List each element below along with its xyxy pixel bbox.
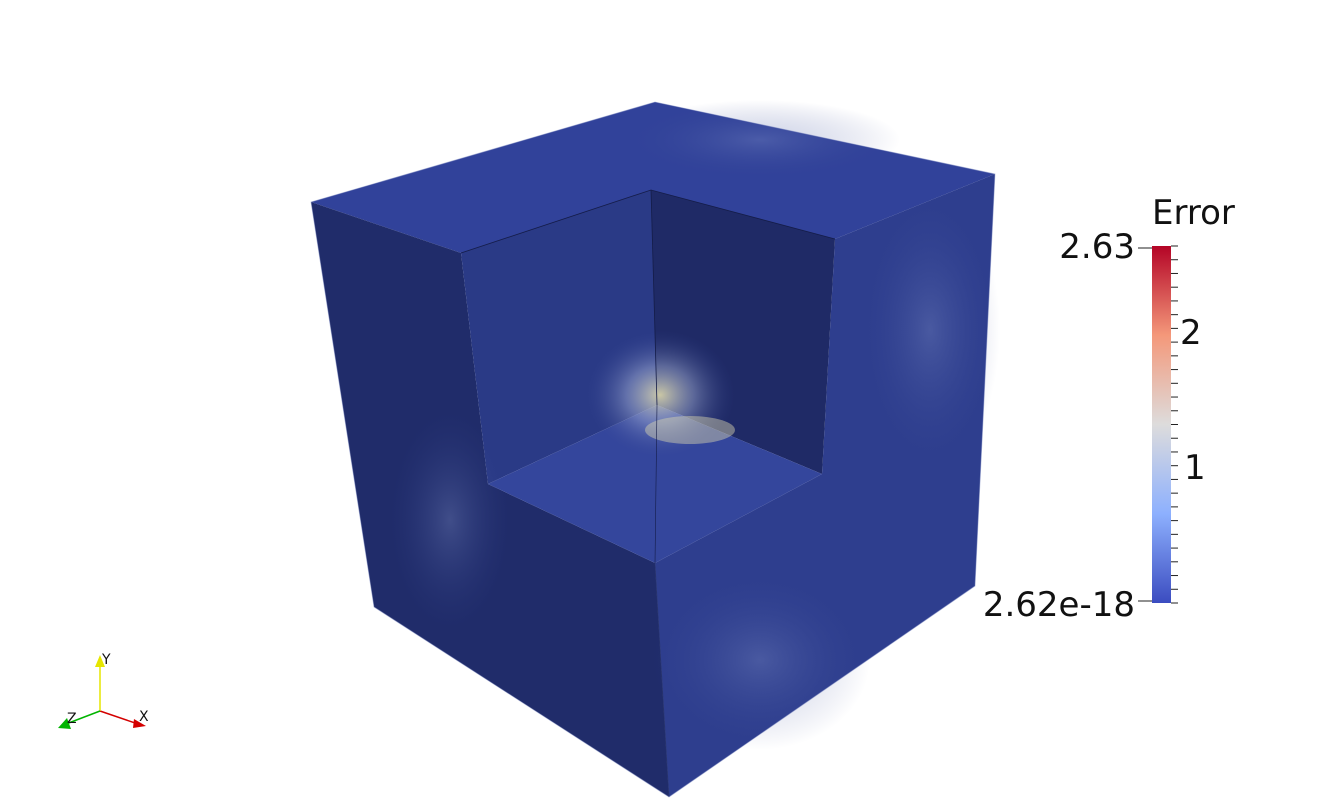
x-axis-label: X (139, 709, 149, 725)
cube-edges (654, 562, 670, 798)
x-axis-line (99, 710, 139, 725)
color-legend-tick-label: 1 (1184, 448, 1206, 488)
cube-edges (650, 189, 658, 406)
y-axis-label: Y (102, 652, 111, 668)
color-legend-tick-label: 2 (1180, 313, 1202, 353)
color-legend-title: Error (1152, 193, 1235, 233)
cut-floor-face (488, 405, 822, 563)
error-hotspot (585, 330, 735, 460)
color-legend-max-label: 2.63 (1059, 227, 1135, 267)
color-legend-ticks (1138, 245, 1178, 604)
cube-mesh[interactable] (310, 100, 1000, 798)
cube-edges (310, 101, 996, 798)
z-axis-line (65, 710, 101, 725)
y-axis-arrow-icon (95, 655, 105, 667)
z-axis-label: Z (67, 711, 77, 727)
color-legend[interactable] (1138, 245, 1178, 604)
z-axis-arrow-icon (58, 718, 71, 729)
error-ring-pattern (620, 100, 900, 180)
x-axis-arrow-icon (133, 719, 146, 728)
error-ring-pattern (860, 190, 1000, 470)
error-ring-pattern (390, 410, 510, 630)
error-hotspot (645, 416, 735, 444)
orientation-axes[interactable] (58, 655, 146, 729)
error-ring-pattern (650, 570, 870, 750)
color-legend-min-label: 2.62e-18 (982, 585, 1135, 625)
cube-edges (654, 404, 658, 564)
color-legend-bar (1152, 246, 1171, 603)
